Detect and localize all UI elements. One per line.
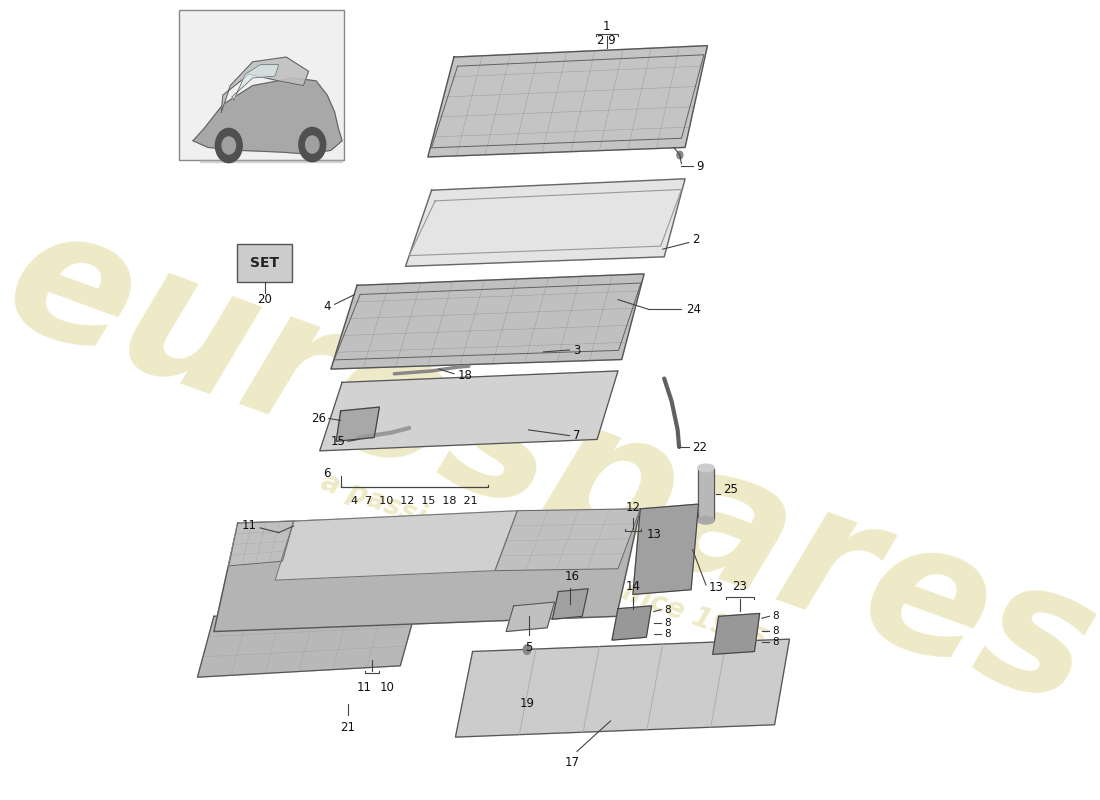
Polygon shape — [506, 602, 554, 631]
Circle shape — [306, 136, 319, 153]
FancyBboxPatch shape — [179, 10, 344, 160]
Text: 2: 2 — [693, 233, 700, 246]
Text: 8: 8 — [664, 618, 671, 628]
Text: 8: 8 — [772, 626, 779, 635]
Text: 8: 8 — [664, 630, 671, 639]
Polygon shape — [213, 509, 640, 631]
Text: 2 9: 2 9 — [597, 34, 616, 47]
Polygon shape — [552, 589, 589, 619]
Text: 24: 24 — [686, 302, 702, 316]
Polygon shape — [331, 274, 645, 369]
Text: 10: 10 — [379, 681, 394, 694]
Polygon shape — [495, 509, 640, 570]
Circle shape — [676, 151, 683, 159]
Polygon shape — [221, 57, 309, 112]
Polygon shape — [612, 606, 651, 640]
Text: 7: 7 — [573, 429, 581, 442]
FancyBboxPatch shape — [236, 245, 293, 282]
Text: 4: 4 — [323, 300, 331, 313]
Polygon shape — [229, 522, 294, 566]
Text: 5: 5 — [525, 641, 532, 654]
Polygon shape — [192, 78, 342, 154]
Text: 14: 14 — [626, 579, 640, 593]
Text: 22: 22 — [693, 441, 707, 454]
Text: 12: 12 — [626, 501, 640, 514]
Polygon shape — [697, 468, 714, 520]
Text: 6: 6 — [323, 467, 331, 480]
Polygon shape — [198, 607, 417, 677]
Ellipse shape — [697, 517, 714, 524]
Circle shape — [299, 127, 326, 162]
Text: 16: 16 — [564, 570, 580, 583]
Text: 23: 23 — [733, 579, 747, 593]
Text: 21: 21 — [341, 721, 355, 734]
Text: 11: 11 — [358, 681, 372, 694]
Text: 1: 1 — [603, 20, 611, 33]
Polygon shape — [713, 614, 760, 654]
Text: 18: 18 — [458, 369, 473, 382]
Polygon shape — [232, 65, 278, 100]
Text: 8: 8 — [772, 611, 779, 622]
Circle shape — [524, 645, 531, 654]
Text: 13: 13 — [647, 528, 661, 541]
Circle shape — [216, 128, 242, 162]
Polygon shape — [320, 371, 618, 451]
Text: SET: SET — [250, 257, 279, 270]
Polygon shape — [200, 160, 342, 162]
Text: 3: 3 — [573, 343, 581, 357]
Text: 19: 19 — [519, 698, 535, 710]
Polygon shape — [337, 407, 379, 442]
Text: 11: 11 — [241, 519, 256, 533]
Text: a passion for parts since 1985: a passion for parts since 1985 — [317, 467, 770, 655]
Polygon shape — [455, 639, 790, 737]
Text: 8: 8 — [772, 637, 779, 647]
Polygon shape — [275, 510, 517, 580]
Text: 15: 15 — [330, 435, 345, 448]
Circle shape — [222, 137, 235, 154]
Ellipse shape — [697, 464, 714, 472]
Polygon shape — [406, 179, 685, 266]
Text: 20: 20 — [257, 293, 272, 306]
Text: 9: 9 — [696, 160, 704, 173]
Text: 17: 17 — [564, 756, 580, 769]
Text: 4  7  10  12  15  18  21: 4 7 10 12 15 18 21 — [351, 497, 477, 506]
Text: 8: 8 — [664, 605, 671, 614]
Polygon shape — [428, 46, 707, 157]
Text: eurospares: eurospares — [0, 188, 1100, 744]
Text: 13: 13 — [708, 582, 724, 594]
Text: 25: 25 — [723, 483, 738, 496]
Text: 26: 26 — [310, 412, 326, 425]
Polygon shape — [632, 504, 698, 594]
